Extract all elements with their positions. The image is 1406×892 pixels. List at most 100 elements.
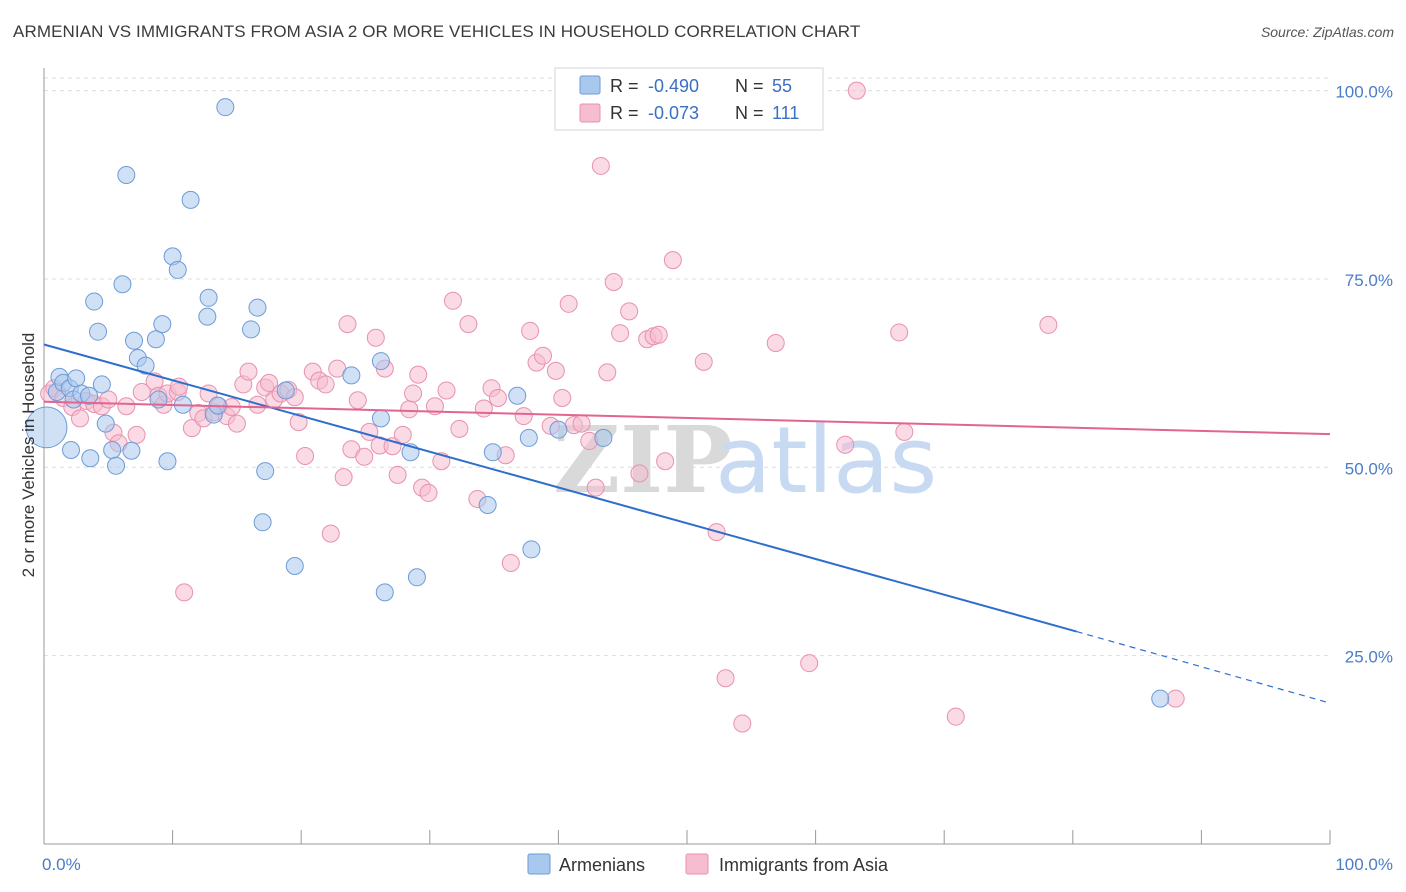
point-armenian-9 [80, 386, 99, 405]
point-asia-12 [127, 425, 146, 444]
point-armenian-44 [371, 409, 390, 428]
y-tick-label-25: 25.0% [1345, 648, 1393, 667]
bottom-legend-swatch-armenians [527, 853, 551, 875]
trend-line-asia [43, 400, 1331, 436]
point-asia-81 [553, 388, 572, 407]
bottom-legend-swatch-asia [685, 853, 709, 875]
point-asia-109 [946, 707, 965, 726]
point-armenian-51 [519, 428, 538, 447]
point-asia-52 [366, 328, 385, 347]
point-asia-87 [591, 156, 610, 175]
point-armenian-16 [107, 456, 126, 475]
point-asia-90 [611, 324, 630, 343]
legend-r-value-asia: -0.073 [648, 103, 699, 123]
point-asia-82 [559, 294, 578, 313]
point-asia-56 [388, 465, 407, 484]
trend-lines [43, 343, 1331, 704]
point-armenian-36 [242, 320, 261, 339]
point-asia-75 [514, 407, 533, 426]
point-asia-57 [393, 425, 412, 444]
point-armenian-50 [508, 386, 527, 405]
point-asia-49 [348, 391, 367, 410]
point-asia-108 [895, 422, 914, 441]
legend-n-label-asia: N = [735, 103, 764, 123]
point-armenian-42 [342, 366, 361, 385]
point-asia-97 [663, 251, 682, 270]
point-armenian-45 [375, 583, 394, 602]
point-armenian-43 [371, 352, 390, 371]
legend-r-label-asia: R = [610, 103, 639, 123]
correlation-legend: R = -0.490 N = 55 R = -0.073 N = 111 [554, 67, 824, 131]
point-asia-76 [521, 321, 540, 340]
point-asia-104 [800, 654, 819, 673]
point-asia-110 [1039, 315, 1058, 334]
point-asia-100 [716, 669, 735, 688]
point-asia-78 [533, 346, 552, 365]
point-armenian-18 [117, 165, 136, 184]
bottom-legend-label-asia: Immigrants from Asia [719, 855, 889, 875]
point-armenian-22 [136, 356, 155, 375]
point-asia-65 [437, 381, 456, 400]
point-asia-46 [334, 468, 353, 487]
point-armenian-37 [248, 298, 267, 317]
point-asia-62 [419, 483, 438, 502]
series-legend: Armenians Immigrants from Asia [527, 853, 889, 875]
y-axis-title: 2 or more Vehicles in Household [19, 333, 38, 578]
legend-swatch-armenians [579, 75, 601, 95]
legend-swatch-asia [579, 103, 601, 123]
point-armenian-49 [483, 443, 502, 462]
point-asia-66 [443, 291, 462, 310]
axis-ticks [43, 830, 1331, 844]
trend-line-armenians-extrapolated [1076, 630, 1331, 704]
point-asia-31 [239, 362, 258, 381]
point-asia-111 [1166, 689, 1185, 708]
legend-r-label-armenians: R = [610, 76, 639, 96]
point-asia-96 [656, 452, 675, 471]
point-armenian-11 [85, 292, 104, 311]
point-armenian-10 [81, 449, 100, 468]
bottom-legend-label-armenians: Armenians [559, 855, 645, 875]
point-asia-11 [117, 397, 136, 416]
point-armenian-26 [158, 452, 177, 471]
point-asia-70 [474, 399, 493, 418]
point-asia-29 [227, 414, 246, 433]
point-asia-44 [321, 524, 340, 543]
point-armenian-20 [125, 331, 144, 350]
trend-line-armenians [43, 343, 1077, 633]
y-tick-label-75: 75.0% [1345, 271, 1393, 290]
point-asia-106 [847, 81, 866, 100]
point-asia-34 [260, 373, 279, 392]
legend-n-label-armenians: N = [735, 76, 764, 96]
series-immigrants-from-asia [40, 81, 1185, 733]
point-asia-86 [586, 478, 605, 497]
point-armenian-53 [549, 420, 568, 439]
point-asia-68 [459, 315, 478, 334]
legend-r-value-armenians: -0.490 [648, 76, 699, 96]
point-armenian-40 [276, 381, 295, 400]
y-tick-label-50: 50.0% [1345, 459, 1393, 478]
point-armenian-0 [25, 406, 68, 449]
point-asia-107 [890, 323, 909, 342]
point-asia-72 [488, 388, 507, 407]
point-asia-58 [400, 400, 419, 419]
point-asia-74 [501, 553, 520, 572]
point-armenian-35 [216, 98, 235, 117]
point-armenian-55 [1151, 689, 1170, 708]
point-asia-47 [338, 315, 357, 334]
legend-n-value-asia: 111 [772, 103, 799, 123]
legend-n-value-armenians: 55 [772, 76, 792, 96]
point-asia-67 [450, 419, 469, 438]
point-armenian-14 [96, 414, 115, 433]
point-armenian-12 [89, 322, 108, 341]
point-armenian-31 [198, 307, 217, 326]
point-asia-39 [289, 413, 308, 432]
point-armenian-13 [92, 375, 111, 394]
point-asia-50 [355, 447, 374, 466]
source-credit: Source: ZipAtlas.com [1260, 24, 1394, 40]
series-armenians [25, 98, 1170, 708]
point-asia-8 [99, 390, 118, 409]
point-asia-80 [546, 361, 565, 380]
point-asia-88 [598, 363, 617, 382]
point-asia-91 [620, 302, 639, 321]
